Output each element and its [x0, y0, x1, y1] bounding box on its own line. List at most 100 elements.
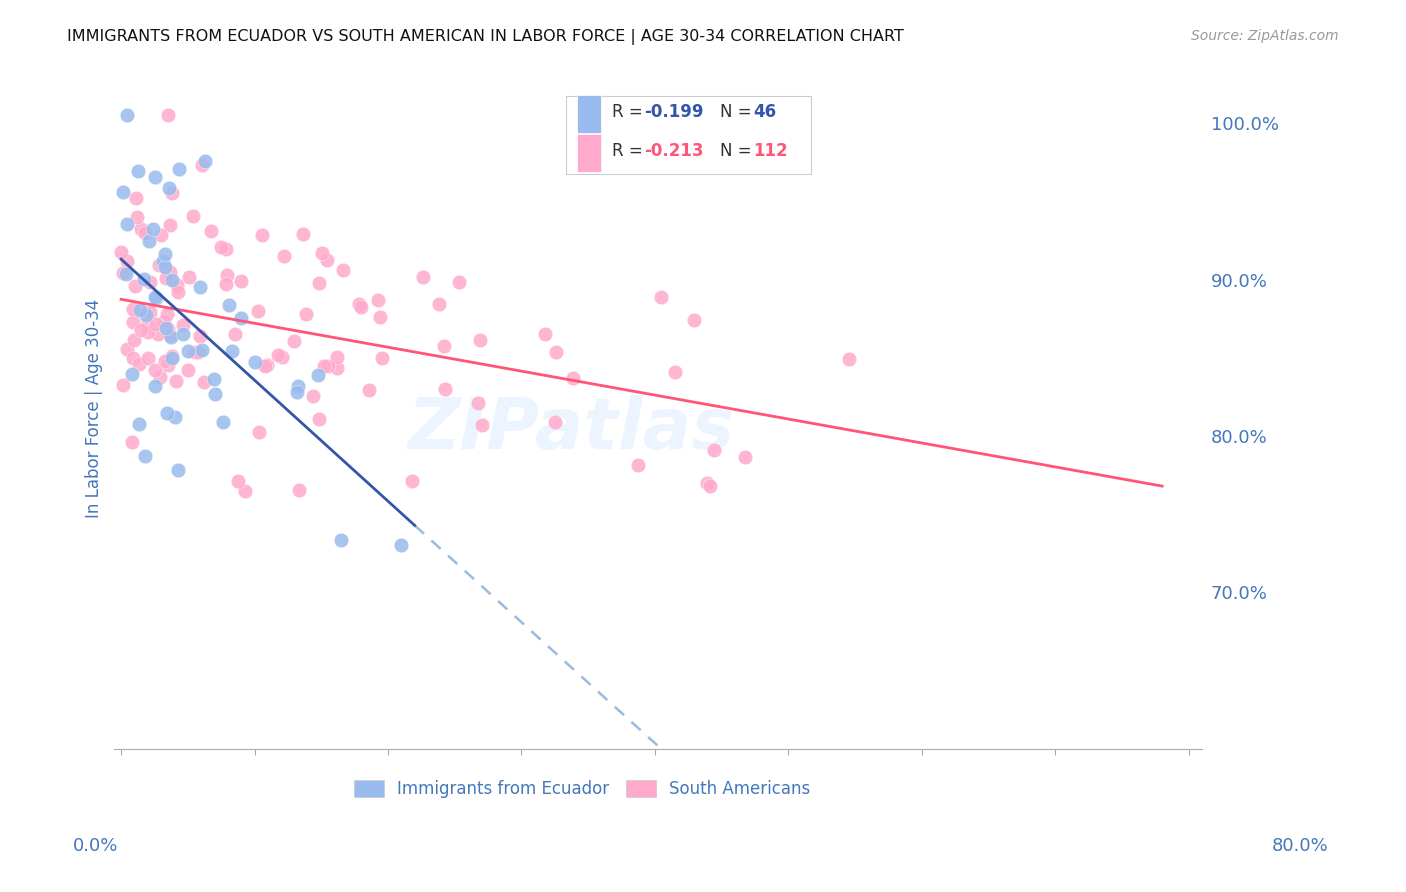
- Point: [117, 254, 139, 268]
- Point: [156, 406, 179, 420]
- Point: [172, 318, 194, 332]
- Point: [470, 334, 492, 348]
- Point: [138, 275, 160, 289]
- Point: [191, 158, 214, 172]
- Text: 80.0%: 80.0%: [1272, 837, 1329, 855]
- Point: [121, 368, 143, 382]
- Point: [149, 369, 172, 384]
- Point: [471, 417, 494, 432]
- Point: [215, 277, 238, 292]
- Point: [838, 351, 860, 366]
- Point: [332, 263, 354, 277]
- Point: [247, 304, 270, 318]
- Point: [165, 374, 187, 388]
- Point: [177, 363, 200, 377]
- Point: [139, 304, 162, 318]
- Point: [434, 383, 457, 397]
- Point: [122, 351, 145, 365]
- Point: [243, 355, 266, 369]
- Point: [157, 358, 180, 372]
- Point: [159, 219, 181, 233]
- Point: [389, 538, 412, 552]
- Point: [136, 351, 159, 366]
- Point: [124, 278, 146, 293]
- Text: 46: 46: [754, 103, 776, 121]
- Point: [138, 234, 160, 248]
- Point: [184, 345, 207, 359]
- Text: R =: R =: [612, 103, 648, 121]
- Point: [122, 333, 145, 347]
- Point: [734, 450, 756, 464]
- Point: [288, 483, 311, 497]
- Point: [110, 245, 132, 260]
- Point: [664, 365, 686, 379]
- Point: [149, 227, 172, 242]
- Point: [193, 375, 215, 389]
- Point: [467, 396, 489, 410]
- Point: [699, 479, 721, 493]
- Point: [188, 280, 211, 294]
- Point: [166, 285, 188, 299]
- Point: [145, 291, 167, 305]
- Point: [127, 164, 149, 178]
- Point: [627, 458, 650, 473]
- Text: IMMIGRANTS FROM ECUADOR VS SOUTH AMERICAN IN LABOR FORCE | AGE 30-34 CORRELATION: IMMIGRANTS FROM ECUADOR VS SOUTH AMERICA…: [67, 29, 904, 45]
- Point: [273, 249, 295, 263]
- Point: [155, 320, 177, 334]
- Point: [433, 339, 456, 353]
- Point: [159, 329, 181, 343]
- Point: [152, 253, 174, 268]
- Point: [316, 252, 339, 267]
- Point: [125, 191, 148, 205]
- Point: [250, 227, 273, 242]
- Point: [412, 269, 434, 284]
- Point: [650, 290, 672, 304]
- Point: [156, 307, 179, 321]
- Point: [326, 350, 349, 364]
- Point: [224, 327, 246, 342]
- Point: [181, 209, 204, 223]
- Point: [401, 474, 423, 488]
- Point: [267, 348, 290, 362]
- Point: [546, 345, 568, 359]
- Point: [295, 307, 318, 321]
- Point: [155, 260, 177, 274]
- Point: [129, 222, 152, 236]
- Point: [157, 181, 180, 195]
- Point: [155, 270, 177, 285]
- Point: [256, 358, 278, 372]
- Point: [229, 310, 252, 325]
- Point: [134, 226, 156, 240]
- Point: [308, 412, 330, 426]
- Point: [135, 308, 157, 322]
- Text: -0.213: -0.213: [644, 143, 703, 161]
- Point: [217, 268, 239, 282]
- Text: R =: R =: [612, 143, 648, 161]
- Point: [221, 343, 243, 358]
- Point: [311, 246, 333, 260]
- Point: [143, 363, 166, 377]
- Point: [359, 384, 381, 398]
- Text: 0.0%: 0.0%: [73, 837, 118, 855]
- Point: [247, 425, 270, 439]
- Point: [169, 162, 191, 177]
- Point: [122, 302, 145, 317]
- Point: [187, 345, 209, 359]
- Point: [143, 169, 166, 184]
- Text: -0.199: -0.199: [644, 103, 703, 121]
- Point: [233, 483, 256, 498]
- Point: [283, 334, 305, 348]
- Point: [368, 310, 391, 324]
- FancyBboxPatch shape: [576, 135, 600, 171]
- Point: [159, 327, 181, 342]
- Point: [204, 386, 226, 401]
- Point: [135, 306, 157, 320]
- Point: [229, 274, 252, 288]
- Point: [115, 108, 138, 122]
- Point: [146, 327, 169, 342]
- Point: [308, 276, 330, 290]
- Point: [177, 343, 200, 358]
- Point: [173, 326, 195, 341]
- Point: [153, 354, 176, 368]
- Text: 112: 112: [754, 143, 787, 161]
